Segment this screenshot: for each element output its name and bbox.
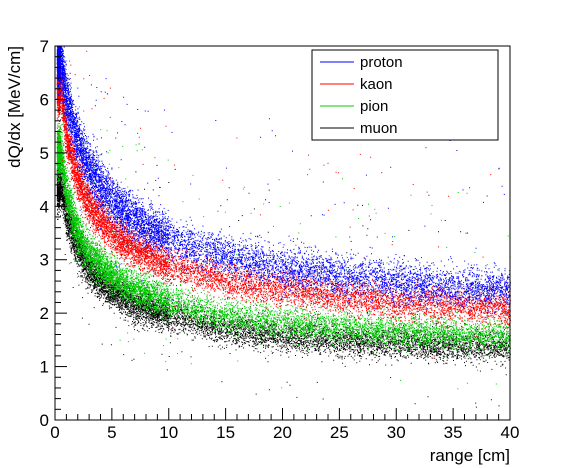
x-axis-title: range [cm] bbox=[430, 446, 510, 465]
x-tick-label: 0 bbox=[50, 423, 59, 442]
legend-box bbox=[311, 49, 499, 141]
y-tick-label: 6 bbox=[40, 90, 49, 109]
y-axis-title: dQ/dx [MeV/cm] bbox=[5, 46, 24, 168]
legend-label-kaon: kaon bbox=[360, 76, 393, 93]
legend-entries: proton kaon pion muon bbox=[320, 54, 403, 137]
y-tick-label: 3 bbox=[40, 251, 49, 270]
legend: proton kaon pion muon bbox=[311, 49, 499, 141]
legend-label-pion: pion bbox=[360, 98, 388, 115]
y-tick-label: 0 bbox=[40, 411, 49, 430]
y-tick-label: 7 bbox=[40, 37, 49, 56]
x-tick-label: 25 bbox=[330, 423, 349, 442]
y-tick-label: 2 bbox=[40, 304, 49, 323]
x-tick-label: 10 bbox=[159, 423, 178, 442]
y-tick-label: 1 bbox=[40, 358, 49, 377]
scatter-points-proton bbox=[56, 45, 511, 346]
x-tick-label: 30 bbox=[387, 423, 406, 442]
x-tick-label: 15 bbox=[216, 423, 235, 442]
x-tick-label: 40 bbox=[501, 423, 520, 442]
legend-label-proton: proton bbox=[360, 54, 403, 71]
x-tick-label: 5 bbox=[107, 423, 116, 442]
scatter-points-pion bbox=[56, 57, 511, 390]
x-tick-label: 20 bbox=[273, 423, 292, 442]
x-tick-label: 35 bbox=[444, 423, 463, 442]
y-tick-label: 4 bbox=[40, 197, 49, 216]
y-tick-label: 5 bbox=[40, 144, 49, 163]
axis-ticks-layer: 0 5 10 15 20 25 30 35 40 0 1 2 3 4 5 6 7 bbox=[40, 37, 520, 442]
legend-label-muon: muon bbox=[360, 120, 398, 137]
